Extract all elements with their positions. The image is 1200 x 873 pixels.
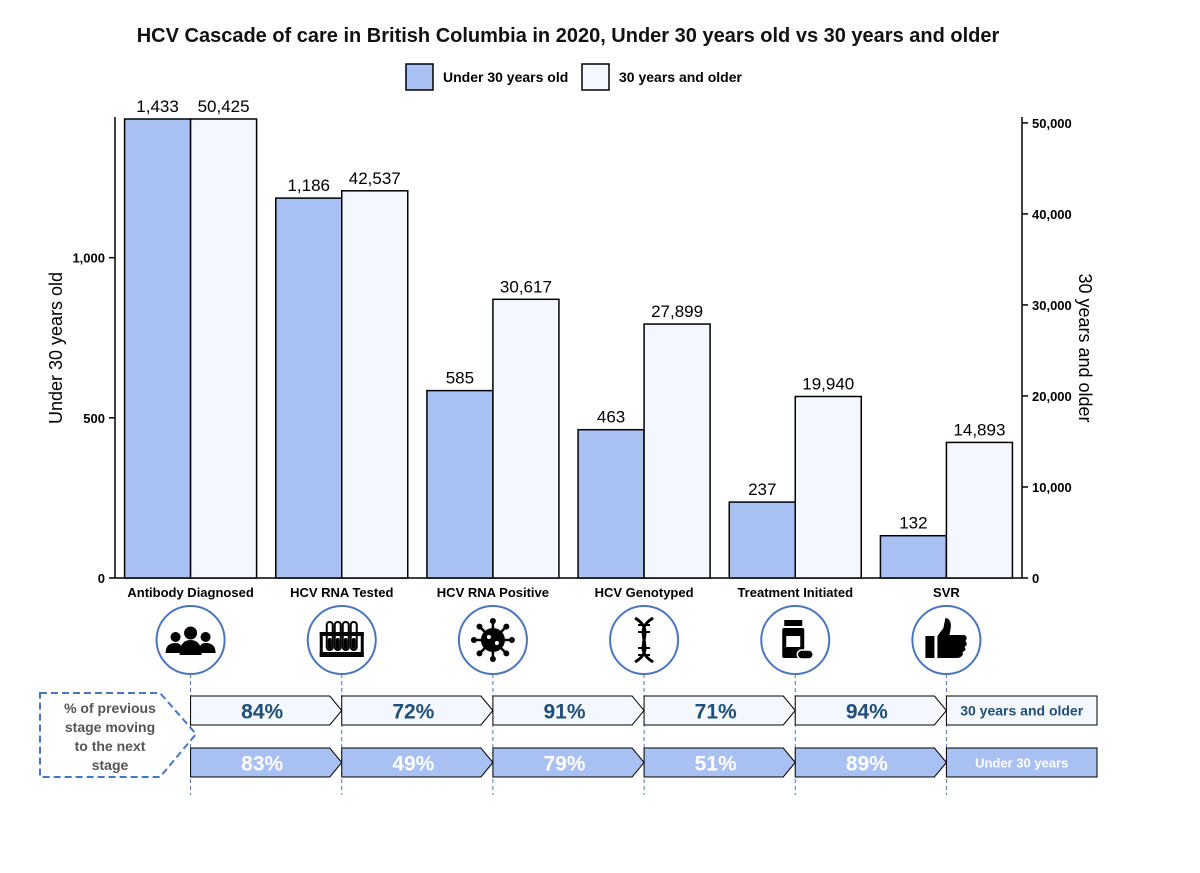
bar-over30 (492, 298, 560, 579)
rate-arrow (643, 695, 796, 726)
rate-row-label-box (945, 695, 1098, 726)
bar-under30 (728, 501, 796, 579)
bar-under30 (123, 118, 192, 579)
rate-arrow (794, 695, 948, 726)
rates-callout-text: to the next (75, 738, 146, 754)
bar-under30 (275, 197, 343, 579)
bar-under30 (577, 428, 645, 579)
rate-arrow (492, 747, 645, 778)
legend-swatch-over30 (581, 63, 610, 91)
bar-label-under30: 585 (446, 369, 474, 388)
dna-icon (609, 605, 680, 675)
bar-label-under30: 237 (748, 480, 776, 499)
bar-label-under30: 1,186 (287, 176, 330, 195)
rate-value: 79% (543, 753, 585, 776)
category-labels: Antibody Diagnosed HCV RNA Tested HCV RNA … (127, 585, 960, 600)
category-label: HCV RNA Tested (290, 585, 393, 600)
virus-icon (457, 605, 528, 675)
rate-value: 84% (241, 701, 283, 724)
left-tick-label: 0 (98, 571, 105, 586)
bar-over30 (794, 395, 862, 579)
rate-arrow (190, 747, 343, 778)
bar-under30 (426, 389, 494, 579)
bar-label-over30: 42,537 (349, 169, 401, 188)
rate-value: 71% (695, 701, 737, 724)
stage-icons (155, 605, 982, 675)
chart-title: HCV Cascade of care in British Columbia … (137, 25, 1000, 47)
left-tick-label: 1,000 (72, 251, 105, 266)
axes: 0 500 1,000 0 10,000 20,000 30,000 40,000 50,000… (46, 116, 1095, 586)
rate-value: 51% (695, 753, 737, 776)
bar-over30 (945, 441, 1014, 579)
bar-over30 (643, 323, 711, 579)
rate-row-label: Under 30 years (975, 756, 1068, 771)
category-label: HCV RNA Positive (437, 585, 549, 600)
category-label: Treatment Initiated (737, 585, 853, 600)
rate-row-label: 30 years and older (960, 703, 1084, 719)
legend-swatch-under30 (405, 63, 434, 91)
rate-value: 49% (392, 753, 434, 776)
rate-arrow (190, 695, 343, 726)
right-tick-label: 50,000 (1032, 116, 1072, 131)
rate-value: 94% (846, 701, 888, 724)
bar-label-under30: 1,433 (136, 97, 179, 116)
bar-over30 (189, 118, 258, 579)
bar-label-over30: 30,617 (500, 277, 552, 296)
rates-callout-text: stage moving (65, 719, 155, 735)
legend: Under 30 years old 30 years and older (405, 63, 743, 91)
bar-label-over30: 27,899 (651, 302, 703, 321)
rate-arrow (341, 747, 494, 778)
left-axis-title: Under 30 years old (46, 272, 66, 424)
bar-under30 (879, 534, 948, 579)
category-label: Antibody Diagnosed (127, 585, 253, 600)
medication-icon (760, 605, 831, 675)
legend-label-under30: Under 30 years old (443, 69, 568, 85)
bar-label-over30: 14,893 (953, 420, 1005, 439)
rate-value: 89% (846, 753, 888, 776)
right-tick-label: 20,000 (1032, 389, 1072, 404)
rate-value: 83% (241, 753, 283, 776)
test-tubes-icon (306, 605, 377, 675)
people-icon (155, 605, 226, 675)
right-tick-label: 40,000 (1032, 207, 1072, 222)
rate-arrow (794, 747, 948, 778)
rates-callout-box (39, 692, 198, 778)
rates-callout-text: stage (92, 757, 129, 773)
right-tick-label: 30,000 (1032, 298, 1072, 313)
rate-arrow (492, 695, 645, 726)
thumbs-up-icon (911, 605, 982, 675)
bars (123, 118, 1014, 579)
rate-value: 72% (392, 701, 434, 724)
rate-arrow (643, 747, 796, 778)
transition-rates: 84% 72% 91% 71% 94% 30 years and older 83% 49% 7… (39, 692, 1098, 778)
right-tick-label: 10,000 (1032, 480, 1072, 495)
category-label: SVR (933, 585, 960, 600)
bar-over30 (341, 190, 409, 579)
right-tick-label: 0 (1032, 571, 1039, 586)
bar-label-under30: 463 (597, 408, 625, 427)
bar-labels: 1,433 50,425 1,186 42,537 585 30,617 463 27,899… (136, 97, 1005, 533)
bar-label-over30: 19,940 (802, 374, 854, 393)
rate-value: 91% (543, 701, 585, 724)
rates-callout-text: % of previous (64, 700, 156, 716)
right-axis-title: 30 years and older (1075, 273, 1095, 422)
rate-arrow (341, 695, 494, 726)
bar-label-under30: 132 (899, 514, 927, 533)
category-label: HCV Genotyped (595, 585, 694, 600)
bar-label-over30: 50,425 (198, 97, 250, 116)
left-tick-label: 500 (83, 411, 105, 426)
rate-row-label-box (945, 747, 1098, 778)
legend-label-over30: 30 years and older (619, 69, 743, 85)
